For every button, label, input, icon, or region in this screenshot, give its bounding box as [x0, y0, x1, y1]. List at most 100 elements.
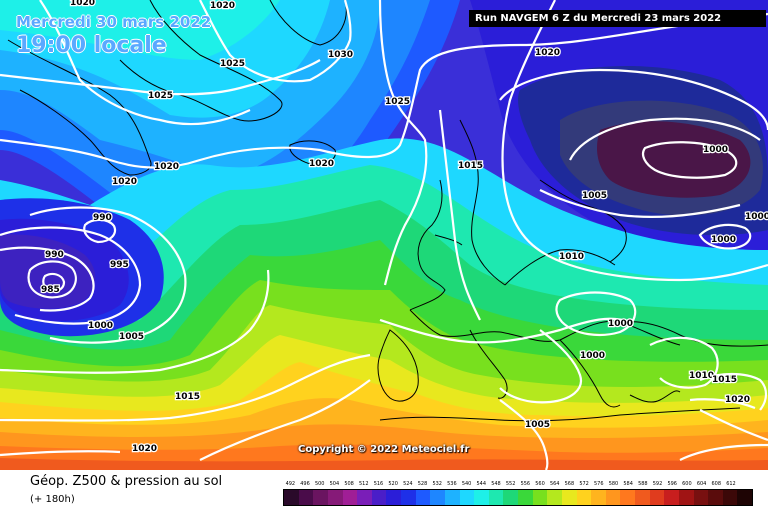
- legend-label: 500: [314, 481, 325, 487]
- legend-label: 520: [388, 481, 398, 487]
- legend-label: 556: [520, 481, 531, 487]
- color-scale-legend: 492 496 500 504 508 512 516 520 524 528 532 536 540 5…: [283, 480, 753, 506]
- isobar-label: 1015: [175, 392, 200, 402]
- legend-swatch: [284, 490, 299, 505]
- legend-swatch: [532, 490, 548, 505]
- isobar-label: 1030: [328, 50, 353, 60]
- legend-swatch: [576, 490, 592, 505]
- isobar-label: 1005: [525, 420, 550, 430]
- lead-time: (+ 180h): [30, 494, 75, 505]
- legend-swatch: [503, 490, 518, 505]
- legend-label: 552: [505, 481, 516, 487]
- isobar-label: 1020: [154, 162, 179, 172]
- field-title: Géop. Z500 & pression au sol: [30, 474, 223, 489]
- legend-label: 532: [432, 481, 442, 487]
- isobar-label: 1000: [703, 145, 728, 155]
- legend-swatch: [371, 490, 387, 505]
- isobar-label: 1025: [220, 59, 245, 69]
- legend-swatch: [298, 490, 314, 505]
- legend-label: 560: [535, 481, 545, 487]
- legend-swatch: [737, 490, 752, 505]
- isobar-label: 990: [93, 213, 112, 223]
- legend-swatch: [708, 490, 723, 505]
- legend-label: 516: [373, 481, 384, 487]
- legend-label: 508: [344, 481, 354, 487]
- legend-swatch: [327, 490, 343, 505]
- legend-label: 588: [638, 481, 648, 487]
- isobar-label: 1015: [712, 375, 737, 385]
- legend-swatch: [605, 490, 621, 505]
- legend-swatch: [430, 490, 445, 505]
- legend-swatch: [415, 490, 431, 505]
- legend-label: 572: [579, 481, 589, 487]
- isobar-label: 1020: [725, 395, 750, 405]
- isobar-label: 1020: [309, 159, 334, 169]
- isobar-label: 1020: [112, 177, 137, 187]
- map-footer: Géop. Z500 & pression au sol (+ 180h) 49…: [0, 470, 768, 512]
- legend-label: 528: [417, 481, 428, 487]
- legend-swatch: [678, 490, 694, 505]
- isobar-label: 1005: [582, 191, 607, 201]
- isobar-label: 1000: [580, 351, 605, 361]
- legend-swatch: [342, 490, 358, 505]
- legend-label: 496: [300, 481, 310, 487]
- legend-swatch: [401, 490, 416, 505]
- legend-swatch: [547, 490, 562, 505]
- legend-label: 596: [667, 481, 677, 487]
- isobar-label: 1000: [745, 212, 768, 222]
- isobar-label: 990: [45, 250, 64, 260]
- legend-label: 544: [476, 481, 487, 487]
- legend-swatch: [722, 490, 738, 505]
- legend-label: 584: [623, 481, 633, 487]
- legend-labels: 492 496 500 504 508 512 516 520 524 528 532 536 540 5…: [283, 480, 753, 489]
- legend-swatch: [459, 490, 475, 505]
- legend-swatch: [620, 490, 635, 505]
- legend-label: 568: [564, 481, 575, 487]
- legend-swatch: [693, 490, 709, 505]
- isobar-label: 1000: [608, 319, 633, 329]
- isobar-label: 1020: [210, 1, 235, 11]
- legend-label: [738, 480, 753, 489]
- legend-label: 600: [682, 481, 692, 487]
- isobar-label: 985: [41, 285, 60, 295]
- forecast-date: Mercredi 30 mars 2022: [16, 13, 212, 31]
- legend-label: 576: [594, 481, 604, 487]
- coastlines: [7, 0, 768, 422]
- legend-swatch: [313, 490, 328, 505]
- forecast-map: 1020 1020 1030 1025 1025 1025 1020 1020 …: [0, 0, 768, 470]
- legend-swatch: [444, 490, 460, 505]
- legend-label: 592: [652, 481, 663, 487]
- geopotential-map-graphic: 1020 1020 1030 1025 1025 1025 1020 1020 …: [0, 0, 768, 470]
- model-run-label: Run NAVGEM 6 Z du Mercredi 23 mars 2022: [469, 10, 766, 27]
- legend-label: 548: [491, 481, 501, 487]
- isobar-label: 1025: [385, 97, 410, 107]
- isobar-label: 1020: [132, 444, 157, 454]
- isobars: [0, 0, 768, 470]
- legend-swatch: [474, 490, 489, 505]
- legend-label: 612: [726, 481, 736, 487]
- legend-swatch: [649, 490, 665, 505]
- legend-swatches: [283, 489, 753, 506]
- legend-label: 604: [696, 481, 707, 487]
- isobar-label: 1000: [88, 321, 113, 331]
- legend-label: 524: [403, 481, 413, 487]
- legend-label: 580: [608, 481, 619, 487]
- copyright-notice: Copyright © 2022 Meteociel.fr: [298, 444, 470, 455]
- legend-swatch: [488, 490, 504, 505]
- legend-label: 492: [285, 481, 296, 487]
- isobar-label: 1010: [689, 371, 714, 381]
- geopotential-field: [0, 0, 768, 470]
- isobar-label: 1010: [559, 252, 584, 262]
- isobar-label: 995: [110, 260, 129, 270]
- isobar-label: 1025: [148, 91, 173, 101]
- isobar-labels: 1020 1020 1030 1025 1025 1025 1020 1020 …: [40, 0, 768, 455]
- isobar-label: 1005: [119, 332, 144, 342]
- isobar-label: 1015: [458, 161, 483, 171]
- legend-swatch: [664, 490, 679, 505]
- legend-swatch: [561, 490, 577, 505]
- legend-label: 564: [549, 481, 560, 487]
- legend-swatch: [518, 490, 533, 505]
- isobar-label: 1020: [70, 0, 95, 8]
- legend-swatch: [386, 490, 401, 505]
